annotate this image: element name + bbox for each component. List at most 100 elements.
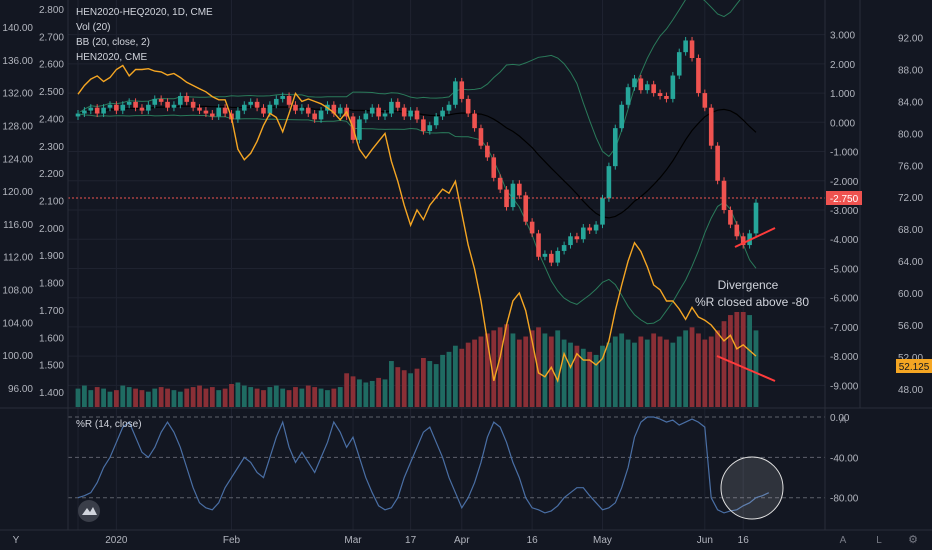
candle-body-47 [376, 107, 381, 117]
axis-tick-labels: 3.000 2.000 1.000 0.000 -1.000 -2.000 -3.000 -4… [2, 5, 923, 546]
volume-bar-11 [145, 391, 151, 407]
legend-symbol: HEN2020-HEQ2020, 1D, CME [76, 7, 213, 18]
candle-35 [299, 104, 305, 115]
candle-78 [574, 232, 580, 243]
pane-a-icon[interactable]: A [840, 415, 847, 426]
volume-bar-59 [452, 345, 458, 407]
volume-bar-26 [241, 385, 247, 407]
candle-body-69 [517, 183, 522, 196]
bb-upper-band [77, 0, 741, 158]
candle-body-90 [651, 84, 656, 94]
volume-bar-6 [113, 390, 119, 407]
left-tick-b-6: 2.200 [39, 169, 64, 180]
candle-body-102 [728, 210, 733, 225]
volume-bar-56 [433, 364, 439, 407]
settings-corner[interactable]: ⚙ [908, 534, 918, 546]
candle-body-88 [638, 78, 644, 91]
candle-body-28 [254, 101, 260, 108]
volume-bar-27 [248, 387, 254, 407]
candle-body-10 [139, 107, 145, 111]
volume-bar-35 [299, 388, 305, 407]
volume-bar-83 [606, 342, 612, 407]
candle-body-53 [414, 110, 420, 120]
left-tick-a-3: 128.00 [2, 121, 33, 132]
candle-100 [715, 142, 720, 185]
candle-body-41 [337, 107, 343, 114]
candle-body-87 [632, 78, 637, 88]
volume-bar-80 [587, 351, 593, 407]
candle-body-84 [612, 128, 618, 167]
volume-bar-94 [676, 336, 682, 407]
volume-bar-33 [286, 390, 292, 407]
candle-body-78 [574, 236, 580, 240]
candle-98 [702, 89, 708, 112]
candle-71 [529, 218, 535, 237]
candle-body-18 [190, 101, 196, 108]
time-tick-6: 16 [527, 535, 539, 546]
candle-body-68 [510, 183, 516, 208]
candle-53 [414, 107, 420, 123]
volume-bar-95 [683, 330, 689, 407]
candle-body-93 [670, 75, 676, 99]
candle-body-70 [523, 195, 529, 222]
candle-48 [382, 110, 388, 120]
candle-body-27 [248, 101, 253, 105]
volume-bar-75 [555, 330, 561, 407]
annotation-wr-closed: %R closed above -80 [695, 295, 809, 309]
candle-body-37 [312, 113, 317, 120]
candle-body-46 [369, 107, 375, 114]
candle-88 [638, 74, 644, 94]
volume-bar-55 [427, 361, 433, 407]
volume-bar-99 [708, 336, 714, 407]
time-tick-9: 16 [738, 535, 750, 546]
candle-82 [600, 194, 605, 229]
volume-bar-16 [177, 391, 183, 407]
volume-bar-82 [600, 345, 605, 407]
volume-bar-96 [689, 327, 695, 407]
candle-body-13 [158, 98, 164, 102]
candle-body-8 [126, 101, 132, 105]
right-tick-4: 76.00 [898, 161, 923, 172]
candle-77 [568, 232, 573, 249]
candle-body-11 [146, 104, 151, 111]
candle-body-1 [82, 110, 87, 114]
volume-bar-44 [357, 379, 362, 407]
candle-body-52 [408, 110, 413, 117]
candle-body-73 [542, 253, 548, 257]
volume-bar-49 [389, 361, 394, 407]
volume-bar-18 [190, 387, 196, 407]
chart-logo[interactable] [78, 500, 100, 522]
candle-81 [593, 221, 599, 234]
candle-55 [427, 121, 433, 135]
right-tick-1: 88.00 [898, 65, 923, 76]
scale-auto-a-icon[interactable]: A [840, 535, 847, 546]
volume-bar-92 [664, 339, 669, 407]
candle-13 [158, 95, 164, 106]
candle-8 [126, 98, 132, 109]
gear-icon[interactable]: ⚙ [908, 534, 918, 546]
volume-bars [75, 312, 759, 407]
candle-body-20 [203, 110, 209, 114]
wr-tick-2: -80.00 [830, 494, 859, 505]
volume-bar-32 [280, 388, 286, 407]
volume-bar-24 [229, 384, 234, 407]
candle-49 [389, 98, 394, 118]
time-tick-8: Jun [697, 535, 713, 546]
candle-14 [165, 98, 170, 112]
candle-body-71 [529, 221, 535, 234]
candle-body-100 [715, 145, 720, 181]
scale-log-icon[interactable]: L [876, 535, 882, 546]
candle-body-4 [101, 107, 106, 114]
candle-body-32 [280, 96, 285, 99]
candle-37 [312, 110, 317, 123]
candle-16 [178, 92, 183, 109]
candle-91 [657, 89, 663, 100]
center-tick-4: -1.000 [830, 148, 859, 159]
time-tick-5: Apr [454, 535, 470, 546]
candle-95 [683, 36, 688, 56]
right-tick-0: 92.00 [898, 34, 923, 45]
candle-body-38 [318, 110, 324, 120]
spread-last-value: -2.750 [830, 194, 859, 205]
volume-bar-7 [120, 385, 126, 407]
candle-body-64 [485, 145, 490, 158]
